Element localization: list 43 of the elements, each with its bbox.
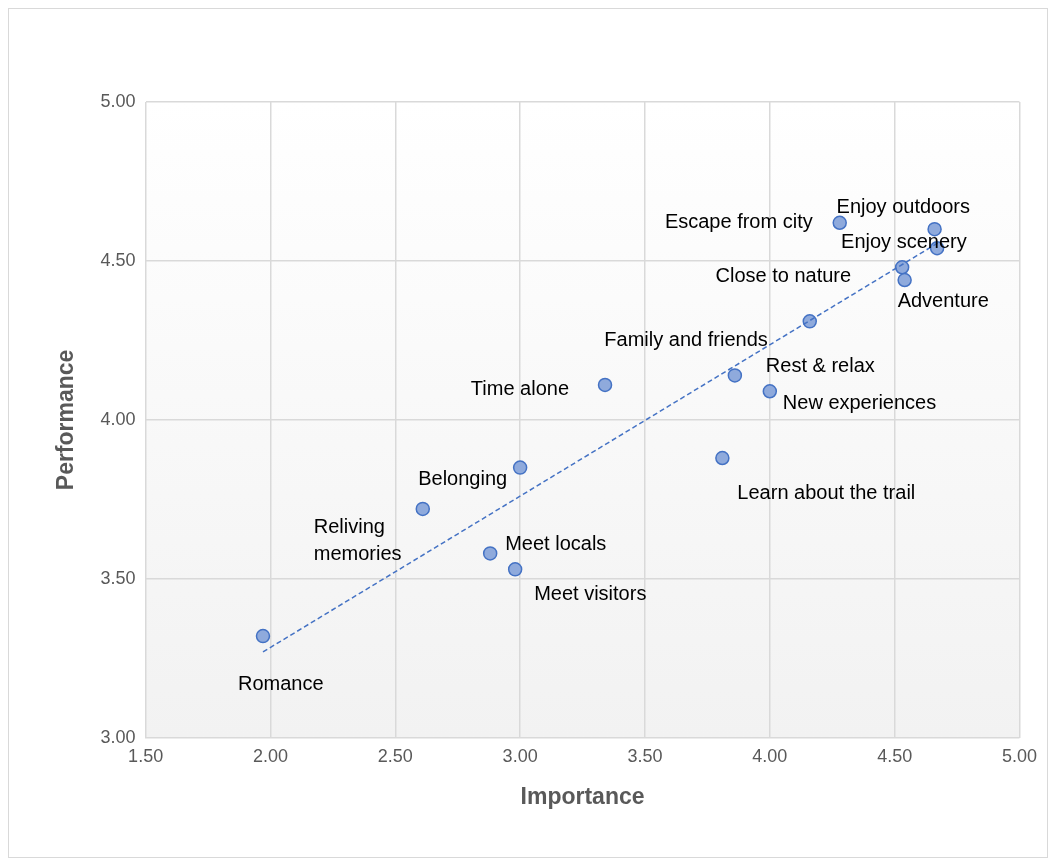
x-tick-label: 3.00 bbox=[502, 745, 538, 766]
annotation: Close to nature bbox=[715, 263, 852, 286]
point bbox=[482, 546, 498, 561]
y-tick-label: 5.00 bbox=[100, 90, 136, 111]
y-tick-label: 4.50 bbox=[100, 249, 136, 270]
point bbox=[727, 368, 743, 383]
y-tick-label: 3.50 bbox=[100, 567, 136, 588]
point bbox=[507, 562, 523, 577]
point bbox=[832, 215, 847, 231]
x-tick-label: 2.00 bbox=[252, 745, 288, 766]
annotation: Enjoy outdoors bbox=[836, 194, 971, 217]
point bbox=[927, 221, 942, 237]
point bbox=[894, 260, 910, 275]
annotation: Romance bbox=[237, 671, 324, 694]
x-tick-label: 4.50 bbox=[877, 745, 913, 766]
annotation: Rest & relax bbox=[765, 353, 875, 376]
y-tick-label: 4.00 bbox=[100, 408, 136, 429]
point bbox=[762, 384, 778, 399]
point bbox=[415, 501, 431, 517]
annotation: Enjoy scenery bbox=[841, 229, 967, 252]
x-tick-label: 3.50 bbox=[627, 745, 663, 766]
point bbox=[255, 628, 271, 644]
point bbox=[715, 450, 730, 466]
annotation: Adventure bbox=[897, 288, 989, 311]
annotation: Reliving memories bbox=[313, 515, 402, 565]
annotation: Escape from city bbox=[664, 210, 813, 233]
annotation: Meet locals bbox=[505, 531, 607, 554]
x-tick-label: 1.50 bbox=[128, 745, 164, 766]
y-tick-label: 3.00 bbox=[100, 726, 136, 747]
annotation: Belonging bbox=[418, 467, 508, 490]
annotation: New experiences bbox=[782, 390, 937, 413]
x-tick-label: 4.00 bbox=[752, 745, 788, 766]
annotation: Meet visitors bbox=[534, 581, 647, 604]
x-tick-label: 5.00 bbox=[1001, 745, 1038, 766]
point bbox=[597, 377, 613, 393]
annotation: Time alone bbox=[470, 377, 570, 400]
annotation: Family and friends bbox=[604, 327, 768, 350]
point bbox=[897, 272, 912, 288]
x-tick-label: 2.50 bbox=[377, 745, 413, 766]
annotation: Learn about the trail bbox=[737, 480, 916, 503]
y-axis-title: Performance bbox=[52, 349, 79, 491]
point bbox=[512, 460, 528, 475]
x-axis-title: Importance bbox=[520, 782, 645, 809]
